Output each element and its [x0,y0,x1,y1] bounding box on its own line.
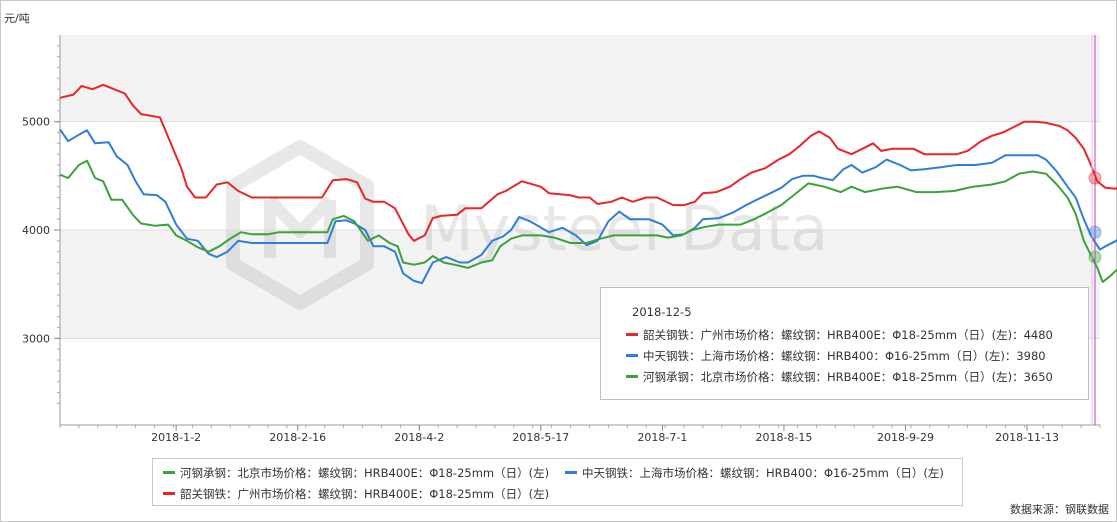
y-axis-unit: 元/吨 [4,12,30,25]
x-tick-label: 2018-11-13 [995,431,1059,444]
tooltip-row-blue: 中天钢铁：上海市场价格：螺纹钢：HRB400：Φ16-25mm（日）(左)：39… [626,348,1046,364]
tooltip-row-text: 河钢承钢：北京市场价格：螺纹钢：HRB400E：Φ18-25mm（日）(左)：3… [643,370,1053,384]
x-tick-label: 2018-5-17 [512,431,569,444]
series-line-0 [59,83,1117,242]
legend-swatch [163,471,175,474]
legend-item-green[interactable]: 河钢承钢：北京市场价格：螺纹钢：HRB400E：Φ18-25mm（日）(左) [163,465,549,481]
axes: 3000 4000 5000 2018-1-2 2018-2-16 2018-4-2 201… [22,35,1101,444]
tooltip-swatch [626,354,638,357]
y-tick-label: 3000 [22,332,50,345]
tooltip: 2018-12-5 韶关钢铁：广州市场价格：螺纹钢：HRB400E：Φ18-25… [600,287,1089,400]
x-tick-label: 2018-8-15 [755,431,812,444]
plot-band [60,35,1100,122]
watermark-text: Mysteel Data [420,192,828,265]
legend: 河钢承钢：北京市场价格：螺纹钢：HRB400E：Φ18-25mm（日）(左) 中… [152,458,963,506]
y-tick-label: 5000 [22,116,50,129]
legend-label: 中天钢铁：上海市场价格：螺纹钢：HRB400：Φ16-25mm（日）(左) [582,466,944,480]
tooltip-swatch [626,375,638,378]
series-line-1 [59,128,1117,285]
y-tick-label: 4000 [22,224,50,237]
tooltip-date: 2018-12-5 [632,305,692,319]
data-source: 数据来源：钢联数据 [1010,503,1109,516]
cursor-marker-1 [1088,225,1102,239]
tooltip-row-text: 中天钢铁：上海市场价格：螺纹钢：HRB400：Φ16-25mm（日）(左)：39… [643,349,1046,363]
legend-item-blue[interactable]: 中天钢铁：上海市场价格：螺纹钢：HRB400：Φ16-25mm（日）(左) [565,465,944,481]
cursor-marker-0 [1088,171,1102,185]
x-tick-label: 2018-4-2 [394,431,444,444]
series-line-2 [59,159,1117,283]
x-tick-label: 2018-2-16 [269,431,326,444]
legend-item-red[interactable]: 韶关钢铁：广州市场价格：螺纹钢：HRB400E：Φ18-25mm（日）(左) [163,486,549,502]
series-lines [59,83,1117,285]
x-tick-label: 2018-9-29 [877,431,934,444]
cursor-line [1091,35,1096,425]
legend-label: 河钢承钢：北京市场价格：螺纹钢：HRB400E：Φ18-25mm（日）(左) [180,466,550,480]
legend-swatch [565,471,577,474]
legend-swatch [163,492,175,495]
legend-label: 韶关钢铁：广州市场价格：螺纹钢：HRB400E：Φ18-25mm（日）(左) [180,487,550,501]
x-tick-label: 2018-7-1 [637,431,687,444]
tooltip-swatch [626,333,638,336]
tooltip-row-red: 韶关钢铁：广州市场价格：螺纹钢：HRB400E：Φ18-25mm（日）(左)：4… [626,327,1053,343]
tooltip-row-green: 河钢承钢：北京市场价格：螺纹钢：HRB400E：Φ18-25mm（日）(左)：3… [626,369,1053,385]
cursor-markers [1088,171,1102,264]
cursor-marker-2 [1088,250,1102,264]
x-tick-label: 2018-1-2 [151,431,201,444]
tooltip-row-text: 韶关钢铁：广州市场价格：螺纹钢：HRB400E：Φ18-25mm（日）(左)：4… [643,328,1053,342]
